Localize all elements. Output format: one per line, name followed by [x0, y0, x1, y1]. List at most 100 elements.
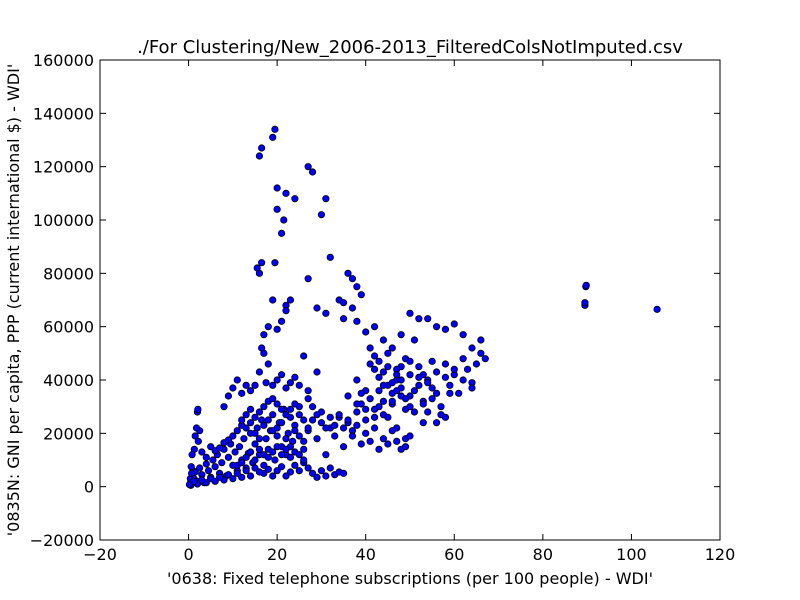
scatter-point [308, 416, 317, 424]
scatter-point [273, 467, 281, 475]
scatter-point [277, 317, 286, 325]
scatter-point [209, 456, 217, 464]
x-tick-label: 120 [705, 545, 736, 564]
scatter-point [308, 403, 317, 411]
scatter-point [224, 436, 233, 444]
scatter-point [258, 259, 266, 267]
scatter-point [468, 384, 476, 392]
scatter-point [344, 392, 352, 400]
scatter-point [424, 315, 432, 323]
scatter-point [255, 368, 264, 376]
scatter-point [401, 443, 410, 451]
scatter-point [326, 413, 334, 421]
scatter-point [282, 411, 290, 419]
scatter-point [264, 360, 272, 368]
scatter-point [424, 408, 432, 416]
scatter-point [191, 432, 199, 440]
scatter-point [246, 448, 255, 456]
scatter-point [339, 424, 348, 432]
scatter-point [251, 456, 259, 464]
scatter-point [348, 304, 357, 312]
scatter-point [215, 473, 224, 481]
scatter-point [258, 344, 266, 352]
scatter-point [397, 331, 405, 339]
scatter-point [260, 403, 268, 411]
scatter-point [295, 432, 303, 440]
scatter-point [370, 413, 379, 421]
scatter-point [472, 360, 481, 368]
scatter-point [224, 453, 233, 461]
scatter-point [322, 309, 330, 317]
scatter-point [339, 469, 348, 477]
scatter-point [277, 451, 286, 459]
scatter-point [295, 381, 303, 389]
scatter-point [258, 144, 266, 152]
y-axis-label: '0835N: GNI per capita, PPP (current int… [4, 64, 23, 536]
x-axis-label: '0638: Fixed telephone subscriptions (pe… [167, 569, 653, 588]
scatter-point [260, 461, 268, 469]
scatter-point [262, 435, 270, 443]
scatter-point [401, 395, 410, 403]
scatter-point [450, 320, 458, 328]
scatter-point [348, 432, 357, 440]
scatter-point [273, 376, 281, 384]
scatter-point [277, 463, 286, 471]
scatter-point [308, 469, 317, 477]
scatter-point [273, 424, 281, 432]
scatter-point [235, 443, 244, 451]
scatter-point [291, 461, 299, 469]
scatter-point [322, 451, 330, 459]
scatter-point [260, 421, 268, 429]
scatter-point [393, 387, 401, 395]
x-axis-ticks: −20 0 20 40 60 80 100 120 [83, 60, 735, 564]
scatter-point [428, 395, 436, 403]
scatter-point [379, 368, 388, 376]
scatter-point [242, 453, 250, 461]
x-tick-label: 60 [444, 545, 464, 564]
scatter-point [344, 269, 352, 277]
scatter-point [269, 395, 277, 403]
scatter-point [353, 400, 361, 408]
scatter-point [406, 403, 414, 411]
scatter-point [251, 413, 259, 421]
scatter-point [366, 360, 374, 368]
scatter-point [362, 328, 370, 336]
scatter-point [379, 397, 388, 405]
scatter-point [277, 405, 286, 413]
scatter-point [335, 411, 343, 419]
scatter-point [264, 416, 272, 424]
y-tick-label: 80000 [43, 264, 94, 283]
scatter-point [242, 381, 250, 389]
scatter-point [397, 376, 405, 384]
scatter-point [339, 299, 348, 307]
scatter-point [282, 307, 290, 315]
scatter-point [304, 163, 312, 171]
scatter-point [370, 365, 379, 373]
scatter-point [198, 448, 206, 456]
scatter-point [419, 419, 427, 427]
scatter-point [280, 216, 288, 224]
scatter-point [207, 475, 215, 483]
plot-frame [99, 59, 721, 541]
scatter-point [375, 373, 383, 381]
scatter-point [317, 419, 326, 427]
scatter-point [255, 445, 264, 453]
scatter-point [273, 432, 281, 440]
x-tick-label: 20 [267, 545, 287, 564]
scatter-point [415, 381, 423, 389]
scatter-point [406, 432, 414, 440]
scatter-point [246, 472, 255, 480]
scatter-point [300, 416, 308, 424]
y-tick-label: 160000 [33, 51, 94, 70]
scatter-point [410, 408, 419, 416]
scatter-point [388, 427, 396, 435]
scatter-point [326, 253, 334, 261]
scatter-point [313, 435, 321, 443]
scatter-point [428, 384, 436, 392]
y-tick-label: 40000 [43, 371, 94, 390]
scatter-point [269, 381, 277, 389]
scatter-point [262, 379, 270, 387]
scatter-point [410, 336, 419, 344]
scatter-point [291, 373, 299, 381]
chart-title: ./For Clustering/New_2006-2013_FilteredC… [137, 37, 683, 58]
